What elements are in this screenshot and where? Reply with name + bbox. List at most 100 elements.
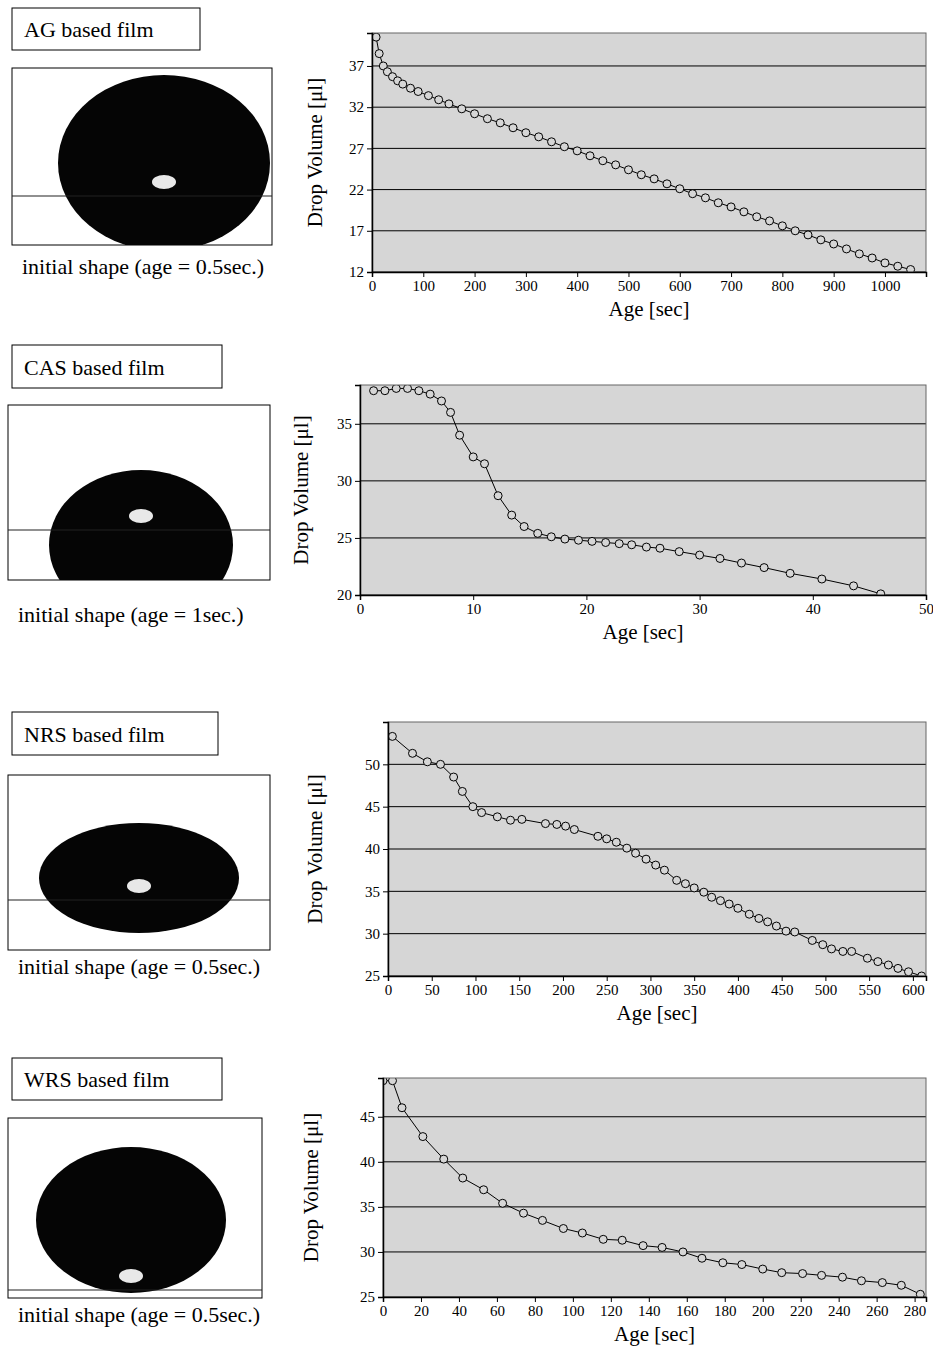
marker [469,453,477,461]
marker [423,758,431,766]
tick-mark [913,976,914,981]
tick-label: 32 [349,99,364,115]
grid-line [388,933,926,934]
marker [459,1174,467,1182]
marker [398,1104,406,1112]
grid-line [388,849,926,850]
marker [716,554,724,562]
tick: 30 [360,1244,383,1260]
marker [916,1290,924,1297]
tick-mark [877,1297,878,1302]
marker [817,236,825,244]
marker [819,941,827,949]
tick-mark [383,891,388,892]
marker [681,880,689,888]
marker [496,119,504,127]
tick-label: 220 [790,1303,813,1319]
highlight [129,509,153,523]
baseline [8,1289,262,1290]
axis-line [361,596,927,601]
marker [778,222,786,230]
marker [612,161,620,169]
tick-label: 40 [806,601,821,617]
marker [696,551,704,559]
tick-mark [367,272,372,273]
tick-label: 300 [640,982,663,998]
grid-line [388,891,926,892]
marker [719,1259,727,1267]
marker [541,820,549,828]
series-line [392,736,921,976]
tick-mark [519,976,520,981]
marker [559,1225,567,1233]
tick-label: 160 [676,1303,699,1319]
tick: 220 [790,1297,813,1319]
marker [586,152,594,160]
marker [372,33,380,41]
marker [778,1269,786,1277]
tick-label: 800 [772,278,795,294]
tick-label: 200 [464,278,487,294]
tick-label: 45 [365,799,380,815]
marker [689,190,697,198]
marker [519,1209,527,1217]
tick-label: 400 [727,982,750,998]
tick-label: 25 [360,1289,375,1305]
tick-mark [607,976,608,981]
marker [493,813,501,821]
tick-mark [367,231,372,232]
tick-label: 20 [414,1303,429,1319]
marker [679,1248,687,1256]
tick-label: 40 [452,1303,467,1319]
tick: 35 [365,884,388,900]
marker [612,838,620,846]
caption: initial shape (age = 1sec.) [18,602,244,627]
grid-line [372,148,926,149]
marker [424,92,432,100]
marker [791,227,799,235]
marker [894,964,902,972]
grid-line [372,230,926,231]
tick-label: 25 [337,530,352,546]
tick: 45 [360,1109,383,1125]
tick-label: 100 [562,1303,585,1319]
grid-line [360,423,926,424]
tick: 450 [771,976,794,998]
marker [520,523,528,531]
marker [786,569,794,577]
drop-image [8,405,270,620]
tick: 550 [858,976,881,998]
marker [737,559,745,567]
marker [494,492,502,500]
tick: 25 [360,1289,383,1305]
plot-frame [383,1078,926,1297]
tick: 40 [360,1154,383,1170]
tick-label: 100 [413,278,436,294]
grid [383,1117,926,1297]
tick: 240 [828,1297,851,1319]
tick: 60 [490,1297,505,1319]
drop-image [12,68,272,251]
tick-mark [475,976,476,981]
tick-mark [355,595,360,596]
tick-label: 280 [904,1303,927,1319]
tick-mark [383,976,388,977]
marker [399,80,407,88]
x-axis-title: Age [sec] [602,620,683,644]
marker [588,537,596,545]
panel: WRS based filminitial shape (age = 0.5se… [8,1058,927,1346]
tick: 800 [772,272,795,294]
plot-frame [372,33,926,272]
marker [727,203,735,211]
marker [458,787,466,795]
marker [753,213,761,221]
tick-mark [573,1297,574,1302]
marker [874,958,882,966]
tick-mark [738,976,739,981]
series-line [374,388,881,593]
tick-label: 250 [596,982,619,998]
drop-image [8,775,270,950]
marker [483,115,491,123]
tick-mark [869,976,870,981]
series-line [383,1081,920,1295]
